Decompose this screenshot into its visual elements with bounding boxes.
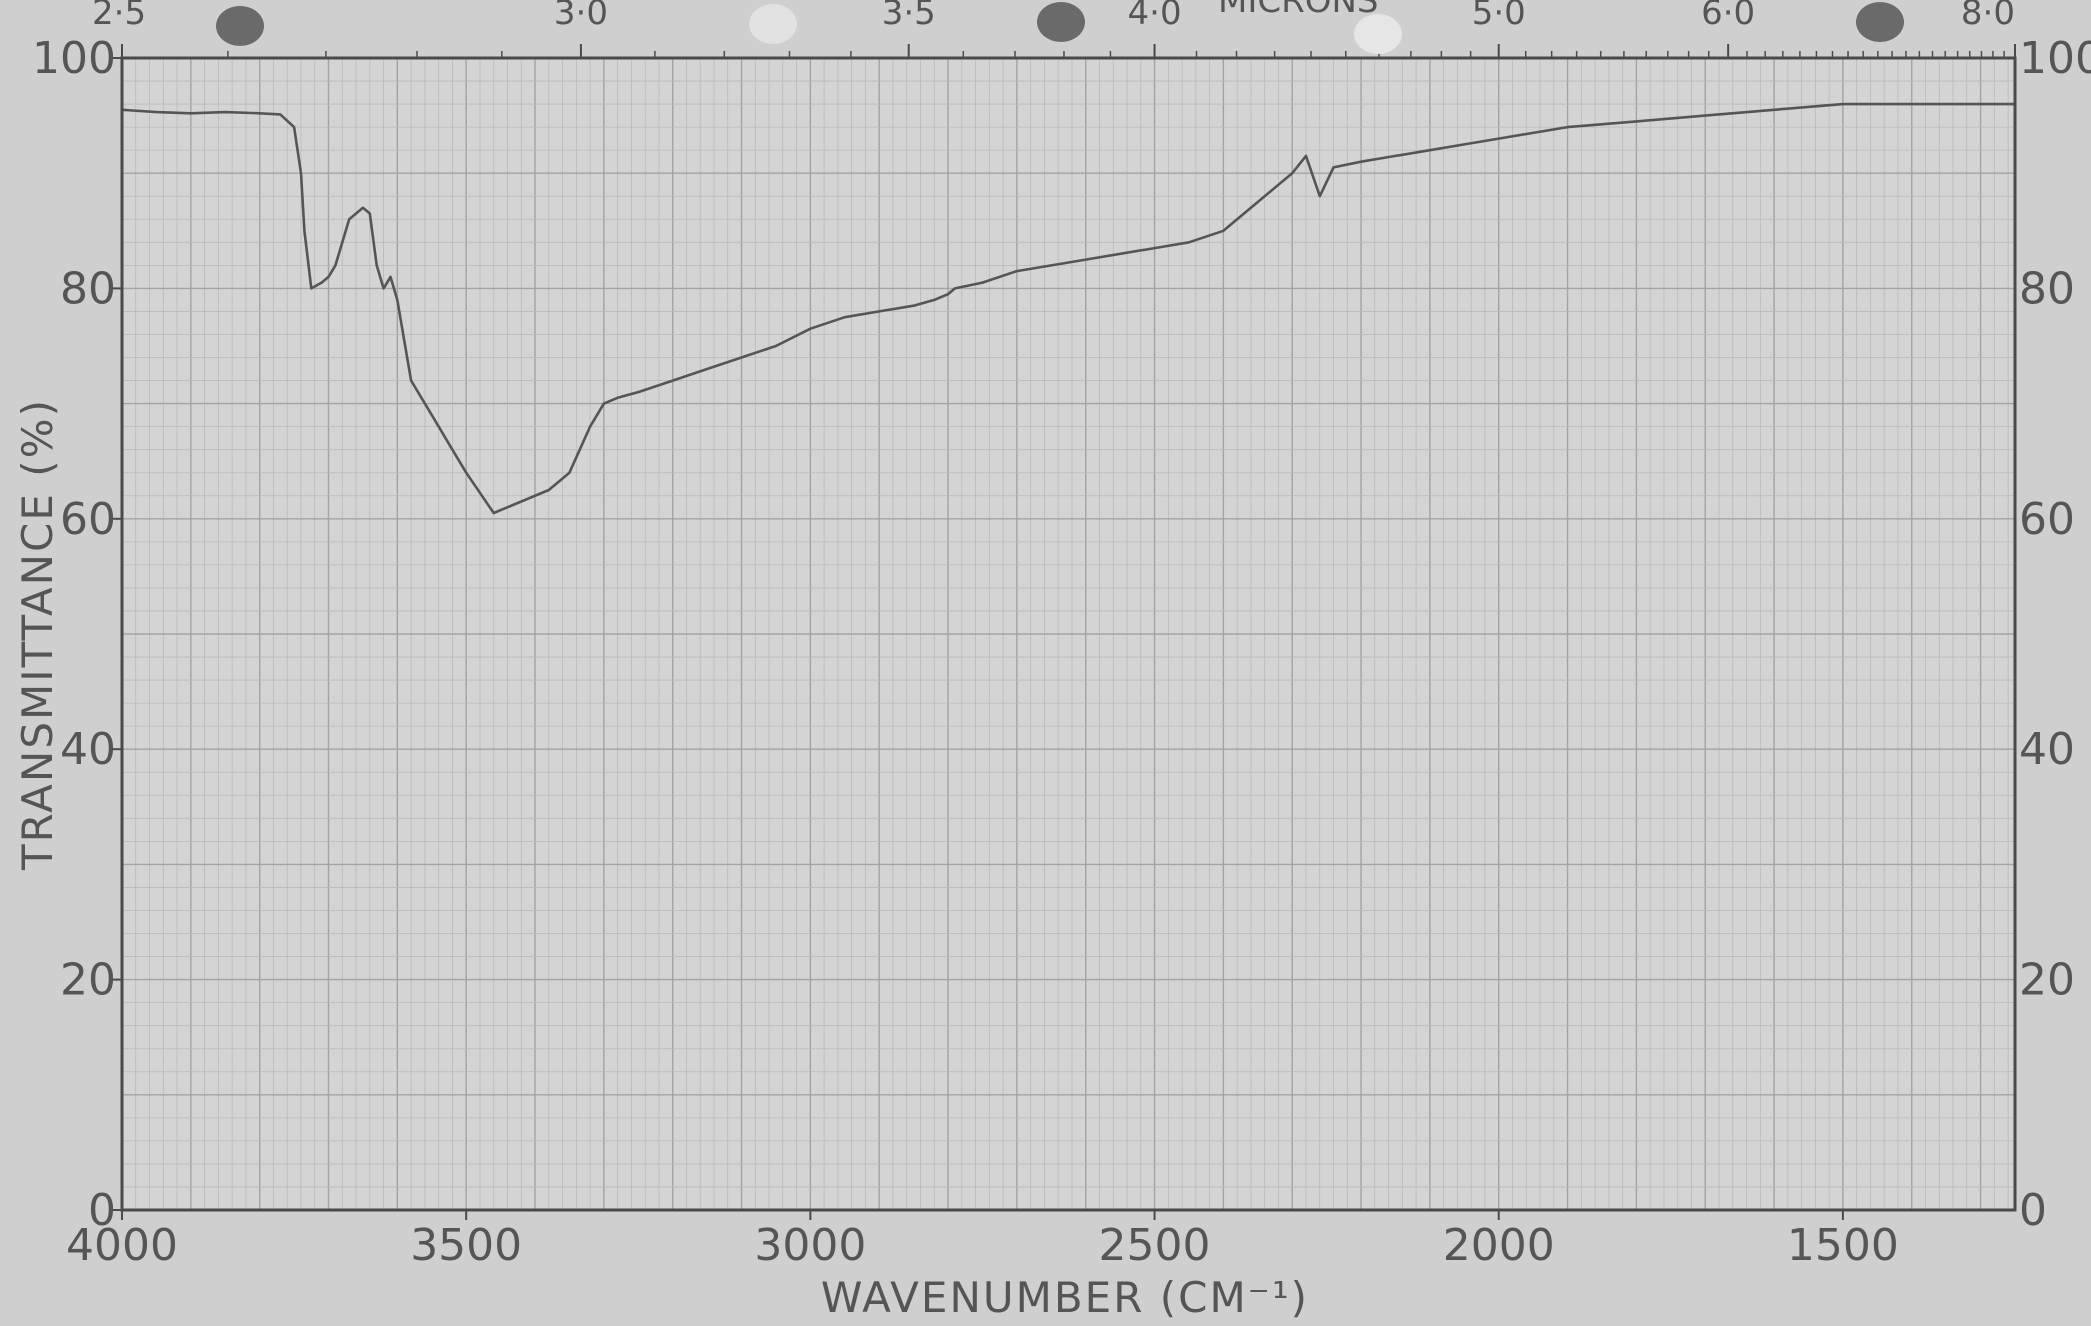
micron-tick-label: 8·0 [1961, 0, 2015, 33]
x-tick-label: 3000 [754, 1220, 866, 1271]
x-tick-label: 3500 [410, 1220, 522, 1271]
punch-holes [216, 2, 1904, 54]
micron-tick-label: 3·5 [882, 0, 936, 33]
y-tick-label-right: 100 [2019, 33, 2091, 84]
micron-tick-label: 4·0 [1128, 0, 1182, 33]
micron-axis: MICRONS 2·5 3·0 3·5 4·0 5·0 6·0 8·0 [92, 0, 2016, 58]
x-axis-title: WAVENUMBER (CM⁻¹) [821, 1273, 1309, 1322]
y-tick-label-right: 80 [2019, 263, 2075, 314]
y-tick-label-left: 40 [60, 724, 116, 775]
x-tick-label: 2500 [1099, 1220, 1211, 1271]
y-tick-label-left: 60 [60, 494, 116, 545]
micron-tick-label: 3·0 [554, 0, 608, 33]
y-tick-label-left: 80 [60, 263, 116, 314]
x-axis: 4000 3500 3000 2500 2000 1500 [66, 1210, 1899, 1271]
y-axis-right: 0 20 40 60 80 100 [2019, 33, 2091, 1236]
punch-hole [749, 4, 797, 44]
y-tick-label-left: 0 [88, 1185, 116, 1236]
x-tick-label: 2000 [1443, 1220, 1555, 1271]
punch-hole [1037, 2, 1085, 42]
micron-tick-label: 6·0 [1701, 0, 1755, 33]
punch-hole [1354, 14, 1402, 54]
chart-grid [121, 57, 2015, 1211]
micron-tick-label: 2·5 [92, 0, 146, 33]
y-tick-label-right: 60 [2019, 494, 2075, 545]
y-tick-label-left: 100 [32, 33, 116, 84]
y-tick-label-right: 40 [2019, 724, 2075, 775]
micron-axis-title: MICRONS [1218, 0, 1379, 21]
y-tick-label-right: 0 [2019, 1185, 2047, 1236]
punch-hole [216, 6, 264, 46]
y-tick-label-left: 20 [60, 955, 116, 1006]
punch-hole [1856, 2, 1904, 42]
x-tick-label: 1500 [1787, 1220, 1899, 1271]
x-tick-label: 4000 [66, 1220, 178, 1271]
micron-tick-label: 5·0 [1472, 0, 1526, 33]
spectrum-trace [121, 102, 2015, 515]
y-tick-label-right: 20 [2019, 955, 2075, 1006]
y-axis-left: 0 20 40 60 80 100 [32, 33, 122, 1236]
y-axis-title: TRANSMITTANCE (%) [13, 398, 62, 871]
plot-frame [120, 56, 2017, 1212]
